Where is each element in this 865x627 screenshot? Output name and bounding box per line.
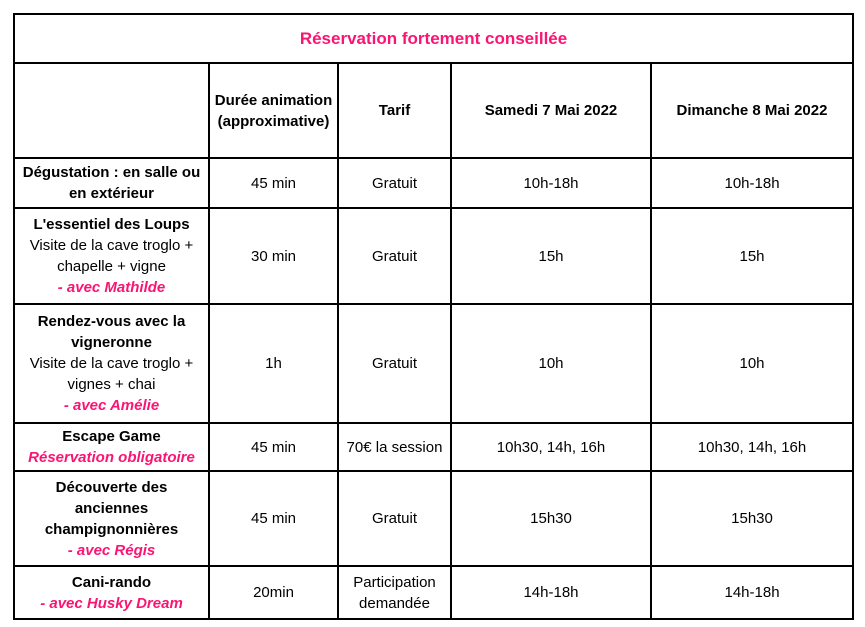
activity-line-pink: - avec Husky Dream	[40, 594, 183, 612]
tarif-cell: Gratuit	[337, 157, 452, 209]
table-row: Découverte des anciennes champignonnière…	[13, 470, 855, 567]
activity-line-title: Escape Game	[62, 428, 161, 445]
table-row: Rendez-vous avec la vigneronne Visite de …	[13, 303, 855, 424]
saturday-cell: 15h	[450, 207, 652, 305]
tarif-cell: Gratuit	[337, 303, 452, 424]
title-row: Réservation fortement conseillée	[12, 13, 855, 64]
sunday-cell: 10h-18h	[649, 157, 855, 209]
header-row: Durée animation (approximative) Tarif Same…	[13, 62, 855, 159]
activity-line-pink: - avec Amélie	[63, 397, 160, 414]
table-row: Escape Game Réservation obligatoire 45 min…	[13, 422, 855, 472]
column-header-tarif: Tarif	[337, 62, 452, 159]
column-header-saturday: Samedi 7 Mai 2022	[450, 62, 652, 159]
activity-line-title: Cani-rando	[71, 573, 152, 591]
activity-cell: Escape Game Réservation obligatoire	[13, 422, 210, 472]
duration-cell: 45 min	[208, 470, 339, 567]
tarif-cell: 70€ la session	[337, 422, 452, 472]
table-row: Dégustation : en salle ou en extérieur 45…	[13, 157, 855, 209]
duration-cell: 20min	[208, 565, 339, 620]
activity-line-title: Découverte des anciennes champignonnière…	[44, 478, 179, 538]
tarif-cell: Gratuit	[337, 207, 452, 305]
activity-line-pink: Réservation obligatoire	[28, 449, 195, 466]
activity-line-desc: Visite de la cave troglo + chapelle + vi…	[29, 237, 194, 275]
sunday-cell: 10h	[649, 303, 855, 424]
tarif-cell: Gratuit	[337, 470, 452, 567]
duration-cell: 45 min	[208, 422, 339, 472]
saturday-cell: 10h30, 14h, 16h	[450, 422, 652, 472]
activity-cell: Cani-rando - avec Husky Dream	[13, 565, 210, 620]
sunday-cell: 15h30	[649, 470, 855, 567]
table-row: Cani-rando - avec Husky Dream 20min Partici…	[13, 565, 855, 620]
duration-cell: 30 min	[208, 207, 339, 305]
saturday-cell: 14h-18h	[450, 565, 652, 620]
activity-line-pink: - avec Mathilde	[57, 279, 166, 296]
table-row: L'essentiel des Loups Visite de la cave t…	[13, 207, 855, 305]
activity-line-pink: - avec Régis	[67, 541, 156, 559]
activity-cell: Dégustation : en salle ou en extérieur	[13, 157, 210, 209]
column-header-activity	[13, 62, 210, 159]
activity-cell: Rendez-vous avec la vigneronne Visite de …	[13, 303, 210, 424]
activity-line-desc: Visite de la cave troglo + vignes + chai	[29, 355, 194, 393]
schedule-table: Réservation fortement conseillée Durée a…	[12, 13, 855, 620]
activity-line-title: Rendez-vous avec la vigneronne	[37, 313, 186, 351]
duration-cell: 1h	[208, 303, 339, 424]
duration-cell: 45 min	[208, 157, 339, 209]
sunday-cell: 14h-18h	[649, 565, 855, 620]
sunday-cell: 15h	[649, 207, 855, 305]
column-header-sunday: Dimanche 8 Mai 2022	[649, 62, 855, 159]
tarif-cell: Participation demandée	[337, 565, 452, 620]
activity-cell: Découverte des anciennes champignonnière…	[13, 470, 210, 567]
table-title: Réservation fortement conseillée	[12, 13, 855, 64]
saturday-cell: 15h30	[450, 470, 652, 567]
activity-line-title: L'essentiel des Loups	[33, 216, 190, 233]
saturday-cell: 10h-18h	[450, 157, 652, 209]
activity-line-title: Dégustation : en salle ou en extérieur	[22, 164, 201, 202]
column-header-duration: Durée animation (approximative)	[208, 62, 339, 159]
saturday-cell: 10h	[450, 303, 652, 424]
activity-cell: L'essentiel des Loups Visite de la cave t…	[13, 207, 210, 305]
document-page: Réservation fortement conseillée Durée a…	[12, 13, 855, 620]
sunday-cell: 10h30, 14h, 16h	[649, 422, 855, 472]
